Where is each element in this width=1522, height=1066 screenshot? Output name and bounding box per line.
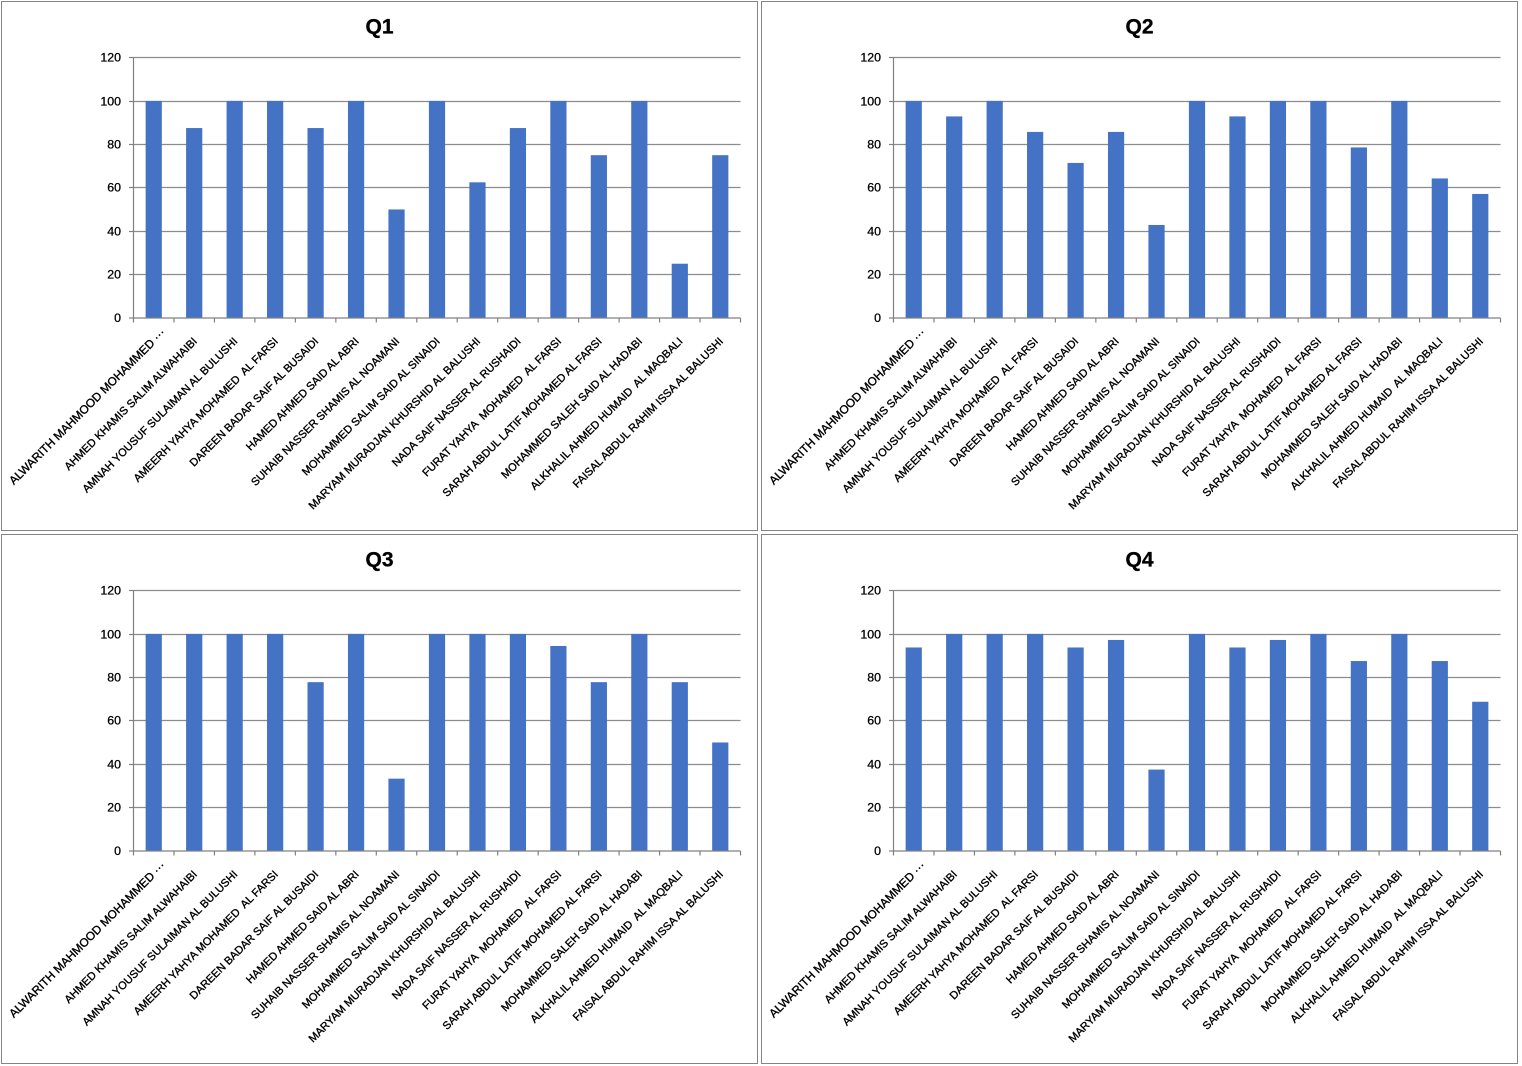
svg-text:120: 120	[100, 584, 121, 598]
svg-text:FAISAL ABDUL RAHIM ISSA AL BAL: FAISAL ABDUL RAHIM ISSA AL BALUSHI	[571, 336, 726, 491]
svg-text:SUHAIB NASSER SHAMIS AL NOAMAN: SUHAIB NASSER SHAMIS AL NOAMANI	[249, 336, 402, 489]
svg-text:80: 80	[867, 138, 881, 152]
svg-text:AMNAH YOUSUF SULAIMAN AL BULUS: AMNAH YOUSUF SULAIMAN AL BULUSHI	[841, 336, 1001, 496]
svg-text:0: 0	[114, 311, 121, 325]
svg-text:Q2: Q2	[1125, 16, 1153, 39]
svg-text:MOHAMMED SALEH SAID AL HADABI: MOHAMMED SALEH SAID AL HADABI	[499, 869, 645, 1015]
svg-text:80: 80	[107, 138, 121, 152]
svg-text:MOHAMMED SALEH SAID AL HADABI: MOHAMMED SALEH SAID AL HADABI	[1259, 336, 1405, 482]
svg-text:Q3: Q3	[365, 549, 393, 572]
svg-text:80: 80	[107, 671, 121, 685]
svg-text:40: 40	[867, 225, 881, 239]
svg-text:60: 60	[107, 181, 121, 195]
svg-text:AMEERH YAHYA MOHAMED AL FARSI: AMEERH YAHYA MOHAMED AL FARSI	[132, 336, 281, 485]
svg-text:ALKHALIL AHMED HUMAID AL MAQB: ALKHALIL AHMED HUMAID AL MAQBALI	[1288, 336, 1445, 493]
svg-text:20: 20	[867, 801, 881, 815]
svg-text:AMNAH YOUSUF SULAIMAN AL BULUS: AMNAH YOUSUF SULAIMAN AL BULUSHI	[81, 869, 241, 1029]
svg-text:120: 120	[860, 51, 881, 65]
svg-text:20: 20	[867, 268, 881, 282]
svg-text:100: 100	[860, 95, 881, 109]
svg-text:100: 100	[860, 628, 881, 642]
svg-text:20: 20	[107, 268, 121, 282]
svg-text:100: 100	[100, 95, 121, 109]
svg-text:FAISAL ABDUL RAHIM ISSA AL BAL: FAISAL ABDUL RAHIM ISSA AL BALUSHI	[571, 869, 726, 1024]
svg-text:100: 100	[100, 628, 121, 642]
svg-text:120: 120	[860, 584, 881, 598]
svg-text:ALKHALIL AHMED HUMAID AL MAQB: ALKHALIL AHMED HUMAID AL MAQBALI	[1288, 869, 1445, 1026]
svg-text:MOHAMMED SALEH SAID AL HADABI: MOHAMMED SALEH SAID AL HADABI	[1259, 869, 1405, 1015]
svg-text:60: 60	[107, 714, 121, 728]
svg-text:FAISAL ABDUL RAHIM ISSA AL BAL: FAISAL ABDUL RAHIM ISSA AL BALUSHI	[1331, 869, 1486, 1024]
svg-text:MOHAMMED SALEH SAID AL HADABI: MOHAMMED SALEH SAID AL HADABI	[499, 336, 645, 482]
svg-text:AMEERH YAHYA MOHAMED AL FARSI: AMEERH YAHYA MOHAMED AL FARSI	[892, 336, 1041, 485]
svg-text:ALKHALIL AHMED HUMAID AL MAQB: ALKHALIL AHMED HUMAID AL MAQBALI	[528, 869, 685, 1026]
svg-text:Q4: Q4	[1125, 549, 1153, 572]
svg-text:40: 40	[867, 758, 881, 772]
svg-text:0: 0	[874, 311, 881, 325]
svg-text:AMEERH YAHYA MOHAMED AL FARSI: AMEERH YAHYA MOHAMED AL FARSI	[892, 869, 1041, 1018]
svg-text:ALKHALIL AHMED HUMAID AL MAQB: ALKHALIL AHMED HUMAID AL MAQBALI	[528, 336, 685, 493]
svg-text:60: 60	[867, 714, 881, 728]
svg-text:SUHAIB NASSER SHAMIS AL NOAMAN: SUHAIB NASSER SHAMIS AL NOAMANI	[1009, 336, 1162, 489]
svg-text:AMNAH YOUSUF SULAIMAN AL BULUS: AMNAH YOUSUF SULAIMAN AL BULUSHI	[81, 336, 241, 496]
svg-text:SUHAIB NASSER SHAMIS AL NOAMAN: SUHAIB NASSER SHAMIS AL NOAMANI	[1009, 869, 1162, 1022]
svg-text:40: 40	[107, 758, 121, 772]
svg-text:SUHAIB NASSER SHAMIS AL NOAMAN: SUHAIB NASSER SHAMIS AL NOAMANI	[249, 869, 402, 1022]
svg-text:0: 0	[114, 844, 121, 858]
svg-text:20: 20	[107, 801, 121, 815]
svg-text:60: 60	[867, 181, 881, 195]
svg-text:AMNAH YOUSUF SULAIMAN AL BULUS: AMNAH YOUSUF SULAIMAN AL BULUSHI	[841, 869, 1001, 1029]
svg-text:40: 40	[107, 225, 121, 239]
svg-text:120: 120	[100, 51, 121, 65]
svg-text:80: 80	[867, 671, 881, 685]
svg-text:0: 0	[874, 844, 881, 858]
svg-text:FAISAL ABDUL RAHIM ISSA AL BAL: FAISAL ABDUL RAHIM ISSA AL BALUSHI	[1331, 336, 1486, 491]
svg-text:Q1: Q1	[365, 16, 393, 39]
svg-text:AMEERH YAHYA MOHAMED AL FARSI: AMEERH YAHYA MOHAMED AL FARSI	[132, 869, 281, 1018]
